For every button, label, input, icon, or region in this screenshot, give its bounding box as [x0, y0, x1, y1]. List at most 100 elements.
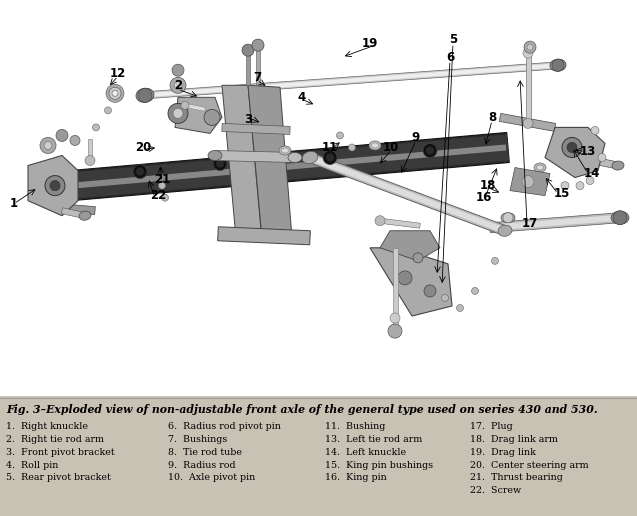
Circle shape: [50, 181, 60, 190]
Text: 10.  Axle pivot pin: 10. Axle pivot pin: [168, 473, 255, 482]
Text: 3.  Front pivot bracket: 3. Front pivot bracket: [6, 448, 115, 457]
Circle shape: [441, 295, 448, 301]
Circle shape: [413, 253, 423, 263]
Text: 2: 2: [174, 79, 182, 92]
Ellipse shape: [612, 161, 624, 170]
Circle shape: [92, 124, 99, 131]
Circle shape: [159, 182, 166, 189]
Polygon shape: [222, 85, 262, 241]
Circle shape: [388, 324, 402, 338]
Text: 8.  Tie rod tube: 8. Tie rod tube: [168, 448, 242, 457]
Circle shape: [104, 107, 111, 114]
Ellipse shape: [371, 143, 378, 148]
Circle shape: [348, 144, 355, 151]
Polygon shape: [215, 151, 295, 163]
Circle shape: [109, 87, 121, 99]
Text: 13: 13: [580, 145, 596, 158]
Text: 11: 11: [322, 141, 338, 154]
Text: 16.  King pin: 16. King pin: [325, 473, 387, 482]
Polygon shape: [248, 85, 292, 238]
Circle shape: [44, 141, 52, 150]
Circle shape: [213, 156, 227, 171]
Polygon shape: [28, 155, 78, 216]
Ellipse shape: [536, 165, 543, 170]
Text: 10: 10: [383, 141, 399, 154]
Text: 5: 5: [449, 33, 457, 45]
Text: 22.  Screw: 22. Screw: [470, 486, 521, 495]
Text: 20: 20: [135, 141, 151, 154]
Polygon shape: [218, 227, 310, 245]
Polygon shape: [545, 127, 605, 178]
Circle shape: [552, 59, 564, 71]
Polygon shape: [370, 248, 452, 316]
Circle shape: [398, 271, 412, 285]
Text: 21.  Thrust bearing: 21. Thrust bearing: [470, 473, 563, 482]
Text: 12: 12: [110, 67, 126, 80]
Circle shape: [252, 39, 264, 51]
Ellipse shape: [136, 88, 154, 102]
Circle shape: [174, 81, 182, 89]
Circle shape: [170, 77, 186, 93]
Polygon shape: [490, 215, 620, 231]
Ellipse shape: [279, 146, 291, 155]
Circle shape: [524, 41, 536, 53]
Text: 18.  Drag link arm: 18. Drag link arm: [470, 435, 558, 444]
Polygon shape: [490, 213, 620, 233]
Polygon shape: [499, 114, 555, 132]
Polygon shape: [145, 63, 560, 98]
Text: 3: 3: [244, 113, 252, 126]
Polygon shape: [526, 53, 531, 123]
Circle shape: [613, 211, 627, 225]
Polygon shape: [246, 50, 250, 85]
Text: 16: 16: [476, 191, 492, 204]
Circle shape: [326, 153, 334, 162]
Circle shape: [523, 48, 533, 58]
Text: 14.  Left knuckle: 14. Left knuckle: [325, 448, 406, 457]
Text: 14: 14: [584, 167, 600, 180]
Circle shape: [133, 165, 147, 179]
Circle shape: [173, 108, 183, 118]
Circle shape: [390, 313, 400, 323]
Text: 22: 22: [150, 189, 166, 202]
Circle shape: [323, 151, 337, 165]
Circle shape: [138, 88, 152, 102]
Polygon shape: [308, 153, 507, 235]
Circle shape: [136, 168, 144, 175]
Ellipse shape: [302, 151, 318, 164]
Text: 19: 19: [362, 37, 378, 50]
Ellipse shape: [550, 59, 566, 71]
Text: 7: 7: [253, 71, 261, 84]
Circle shape: [112, 90, 118, 96]
Circle shape: [586, 176, 594, 185]
Circle shape: [492, 257, 499, 264]
Circle shape: [426, 147, 434, 154]
Circle shape: [471, 287, 478, 295]
Text: 20.  Center steering arm: 20. Center steering arm: [470, 461, 589, 470]
Circle shape: [598, 153, 606, 162]
Text: 4.  Roll pin: 4. Roll pin: [6, 461, 59, 470]
Circle shape: [423, 143, 437, 157]
Text: 4: 4: [298, 91, 306, 104]
Polygon shape: [88, 139, 92, 157]
Polygon shape: [50, 144, 506, 190]
Polygon shape: [380, 231, 440, 261]
Text: 15: 15: [554, 187, 570, 200]
Text: 6.  Radius rod pivot pin: 6. Radius rod pivot pin: [168, 422, 281, 431]
Polygon shape: [392, 248, 397, 331]
Text: 7.  Bushings: 7. Bushings: [168, 435, 227, 444]
Circle shape: [85, 155, 95, 166]
Polygon shape: [175, 98, 222, 134]
Polygon shape: [577, 154, 619, 169]
Polygon shape: [61, 208, 85, 219]
Text: 6: 6: [446, 51, 454, 63]
Polygon shape: [47, 135, 509, 201]
Text: 17.  Plug: 17. Plug: [470, 422, 513, 431]
Circle shape: [522, 175, 534, 188]
Ellipse shape: [282, 148, 289, 153]
Ellipse shape: [534, 163, 546, 172]
Text: 15.  King pin bushings: 15. King pin bushings: [325, 461, 433, 470]
Text: 17: 17: [522, 217, 538, 230]
Circle shape: [503, 213, 513, 223]
Text: 21: 21: [154, 173, 170, 186]
Circle shape: [562, 137, 582, 157]
